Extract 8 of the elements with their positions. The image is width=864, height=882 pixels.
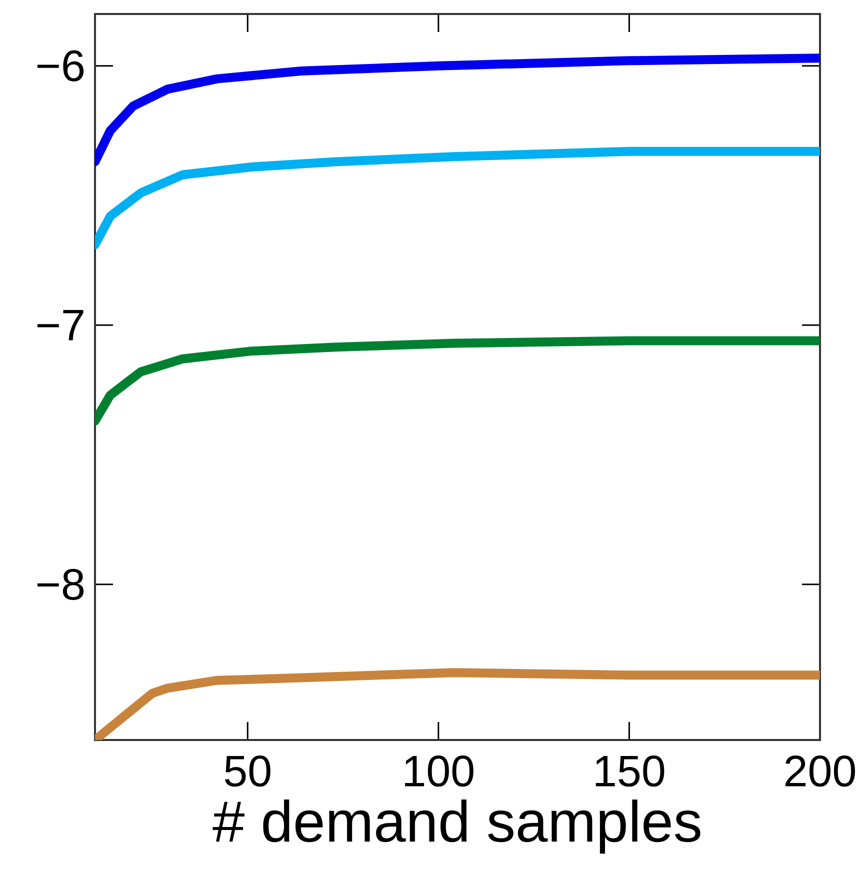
y-tick-label: −6 [37,50,84,82]
x-axis-title: # demand samples [212,800,700,854]
x-tick-label: 100 [405,756,474,787]
x-tick-label: 200 [786,756,855,787]
x-tick-label: 50 [224,756,270,787]
y-tick-label: −7 [37,310,84,340]
x-tick-label: 150 [596,756,664,787]
y-tick-label: −8 [37,568,84,600]
